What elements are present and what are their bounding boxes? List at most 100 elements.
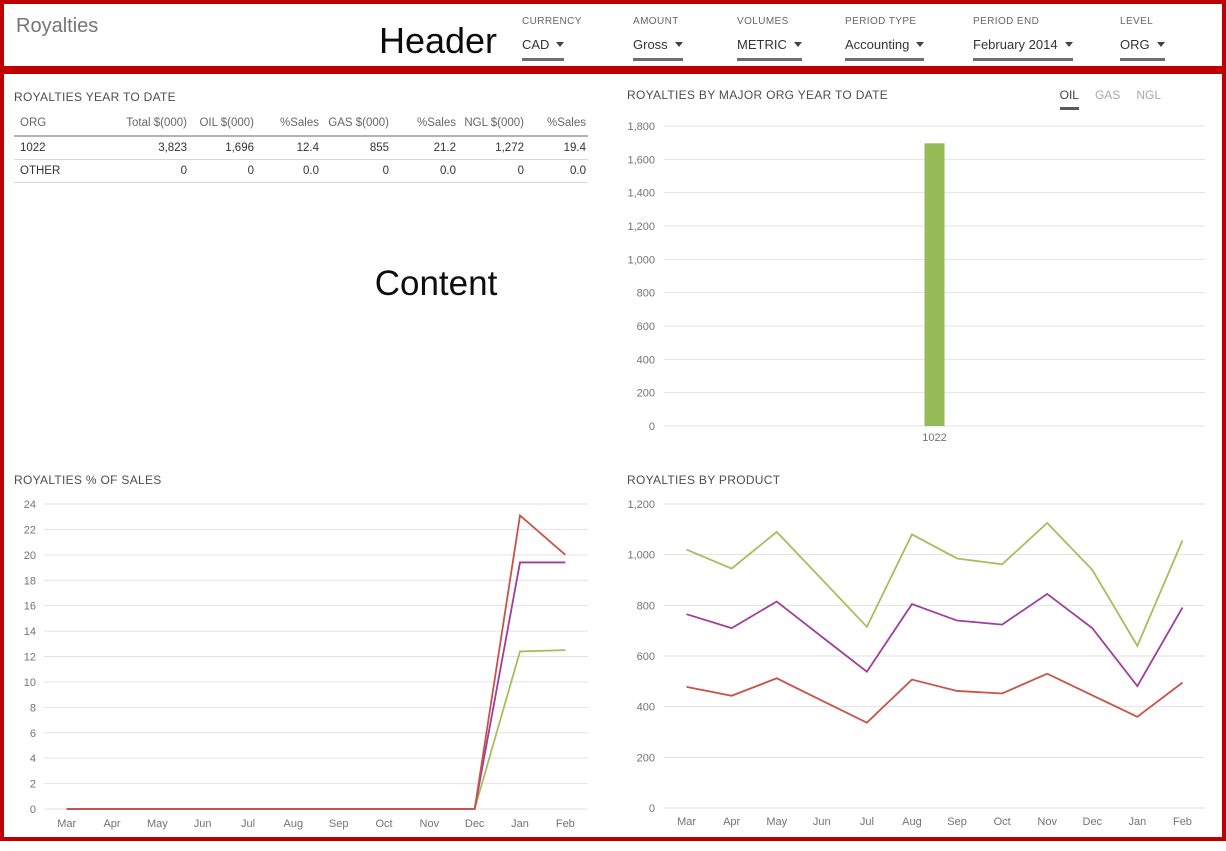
dropdown-value: Gross [633, 37, 668, 52]
cell: 0 [321, 159, 391, 183]
y-axis-tick-label: 1,200 [627, 221, 655, 233]
amount-dropdown[interactable]: Gross [633, 37, 683, 61]
cell: 0 [189, 159, 256, 183]
x-axis-tick-label: Aug [902, 816, 922, 828]
y-axis-tick-label: 1,000 [627, 254, 655, 266]
y-axis-tick-label: 600 [637, 651, 655, 663]
period-end-dropdown[interactable]: February 2014 [973, 37, 1073, 61]
y-axis-tick-label: 1,000 [627, 550, 655, 562]
tab-ngl[interactable]: NGL [1136, 88, 1161, 102]
x-axis-tick-label: May [766, 816, 787, 828]
table-header-row: ORG Total $(000) OIL $(000) %Sales GAS $… [14, 113, 588, 137]
x-axis-tick-label: Jun [194, 818, 212, 830]
by-product-chart-panel: ROYALTIES BY PRODUCT 0 200 400 600 800 1,000 1… [627, 473, 1209, 851]
dropdown-value: CAD [522, 37, 550, 52]
cell: 1,272 [458, 136, 526, 160]
chart-title: ROYALTIES BY MAJOR ORG YEAR TO DATE [627, 88, 889, 102]
series-line-ngl [686, 592, 1184, 688]
y-axis-tick-label: 600 [637, 321, 655, 333]
x-axis-tick-label: Nov [1037, 816, 1057, 828]
x-axis-tick-label: Nov [420, 818, 440, 830]
y-axis-tick-label: 400 [637, 354, 655, 366]
x-axis-tick-label: 1022 [922, 432, 946, 444]
x-axis-tick-label: Dec [465, 818, 485, 830]
x-axis-tick-label: Oct [994, 816, 1011, 828]
y-axis-tick-label: 22 [24, 524, 36, 536]
y-axis-tick-label: 1,800 [627, 121, 655, 133]
y-axis-tick-label: 2 [30, 779, 36, 791]
y-axis-tick-label: 12 [24, 652, 36, 664]
y-axis-tick-label: 200 [637, 388, 655, 400]
cell: 1,696 [189, 136, 256, 160]
page-title: Royalties [16, 15, 99, 37]
cell: 0.0 [526, 159, 588, 183]
volumes-dropdown[interactable]: METRIC [737, 37, 802, 61]
tab-gas[interactable]: GAS [1094, 88, 1121, 102]
major-org-bar-chart: 0 200 400 600 800 1,000 1,200 1,400 1,600 1,800 10… [627, 121, 1205, 444]
table-row: 1022 3,823 1,696 12.4 855 21.2 1,272 19.… [14, 136, 588, 160]
y-axis-tick-label: 14 [24, 626, 36, 638]
dropdown-value: METRIC [737, 37, 787, 52]
y-axis-tick-label: 20 [24, 550, 36, 562]
filter-label: LEVEL [1120, 16, 1154, 27]
table-title: ROYALTIES YEAR TO DATE [14, 90, 176, 104]
currency-dropdown[interactable]: CAD [522, 37, 565, 61]
dropdown-value: Accounting [845, 37, 910, 52]
x-axis-tick-label: May [147, 818, 168, 830]
x-axis-tick-label: Mar [677, 816, 696, 828]
dropdown-value: February 2014 [973, 37, 1058, 52]
series-line-gas [686, 672, 1184, 724]
filter-label: PERIOD END [973, 16, 1040, 27]
y-axis-tick-label: 1,200 [627, 499, 655, 511]
period-type-dropdown[interactable]: Accounting [845, 37, 925, 61]
series-line-gas [66, 513, 566, 810]
major-org-chart-panel: ROYALTIES BY MAJOR ORG YEAR TO DATE OIL … [627, 88, 1209, 461]
y-axis-tick-label: 800 [637, 288, 655, 300]
x-axis-tick-label: Jun [813, 816, 831, 828]
y-axis-tick-label: 400 [637, 702, 655, 714]
dropdown-value: ORG [1120, 37, 1150, 52]
y-axis-tick-label: 16 [24, 601, 36, 613]
chevron-down-icon [556, 42, 565, 47]
y-axis-tick-label: 1,600 [627, 154, 655, 166]
col-header: %Sales [391, 113, 458, 137]
chevron-down-icon [916, 42, 925, 47]
col-header: Total $(000) [114, 113, 189, 137]
tab-oil[interactable]: OIL [1059, 88, 1079, 110]
filter-volumes: VOLUMES METRIC [737, 16, 802, 61]
series-line-ngl [66, 561, 566, 810]
filter-label: AMOUNT [633, 16, 679, 27]
chart-title: ROYALTIES BY PRODUCT [627, 473, 781, 487]
pct-sales-chart-panel: ROYALTIES % OF SALES 0 2 4 6 8 10 12 14 16 18 20 22… [14, 473, 596, 851]
filter-label: CURRENCY [522, 16, 582, 27]
x-axis-tick-label: Feb [556, 818, 575, 830]
y-axis-tick-label: 4 [30, 753, 36, 765]
filter-label: VOLUMES [737, 16, 789, 27]
product-tabs: OIL GAS NGL [1059, 88, 1161, 110]
y-axis-tick-label: 0 [649, 421, 655, 433]
cell: 21.2 [391, 136, 458, 160]
table-row: OTHER 0 0 0.0 0 0.0 0 0.0 [14, 159, 588, 183]
y-axis-tick-label: 200 [637, 752, 655, 764]
x-axis-tick-label: Jan [1129, 816, 1147, 828]
y-axis-tick-label: 18 [24, 575, 36, 587]
y-axis-tick-label: 1,400 [627, 188, 655, 200]
chart-title: ROYALTIES % OF SALES [14, 473, 162, 487]
filter-period-type: PERIOD TYPE Accounting [845, 16, 925, 61]
x-axis-tick-label: Mar [57, 818, 76, 830]
filter-currency: CURRENCY CAD [522, 16, 582, 61]
cell: 19.4 [526, 136, 588, 160]
x-axis-tick-label: Jan [511, 818, 529, 830]
y-axis-tick-label: 800 [637, 600, 655, 612]
series-line-oil [686, 521, 1184, 648]
col-header: %Sales [526, 113, 588, 137]
y-axis-tick-label: 24 [24, 499, 36, 511]
cell: 3,823 [114, 136, 189, 160]
bar-1022 [924, 143, 945, 427]
chevron-down-icon [674, 42, 683, 47]
level-dropdown[interactable]: ORG [1120, 37, 1165, 61]
filter-level: LEVEL ORG [1120, 16, 1165, 61]
chevron-down-icon [1064, 42, 1073, 47]
royalties-ytd-table-panel: ROYALTIES YEAR TO DATE ORG Total $(000) … [14, 90, 592, 183]
cell: 0 [458, 159, 526, 183]
